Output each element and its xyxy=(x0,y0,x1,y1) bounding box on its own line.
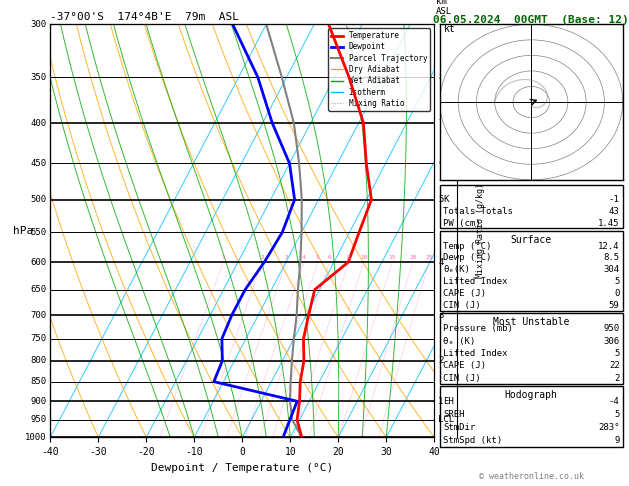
Legend: Temperature, Dewpoint, Parcel Trajectory, Dry Adiabat, Wet Adiabat, Isotherm, Mi: Temperature, Dewpoint, Parcel Trajectory… xyxy=(328,28,430,111)
Text: Lifted Index: Lifted Index xyxy=(443,349,508,358)
Text: hPa: hPa xyxy=(13,226,33,236)
Text: 950: 950 xyxy=(603,324,620,333)
Text: 1.45: 1.45 xyxy=(598,219,620,228)
Text: θₑ (K): θₑ (K) xyxy=(443,336,476,346)
Text: 4: 4 xyxy=(438,258,443,267)
Text: 3: 3 xyxy=(438,311,443,319)
Text: 12.4: 12.4 xyxy=(598,242,620,251)
Text: 7: 7 xyxy=(438,119,443,127)
Text: 2: 2 xyxy=(438,356,443,365)
Text: -4: -4 xyxy=(609,397,620,406)
Text: 5: 5 xyxy=(614,410,620,419)
Text: PW (cm): PW (cm) xyxy=(443,219,481,228)
Text: 1000: 1000 xyxy=(25,433,47,442)
Text: 6: 6 xyxy=(328,255,331,260)
Text: 1: 1 xyxy=(438,397,443,406)
Text: Dewp (°C): Dewp (°C) xyxy=(443,254,491,262)
Text: StmSpd (kt): StmSpd (kt) xyxy=(443,436,502,445)
Text: Hodograph: Hodograph xyxy=(505,390,558,400)
Text: 5: 5 xyxy=(614,278,620,286)
Text: 950: 950 xyxy=(30,416,47,424)
Text: 8: 8 xyxy=(438,73,443,82)
Text: EH: EH xyxy=(443,397,454,406)
Text: 650: 650 xyxy=(30,285,47,294)
Text: 9: 9 xyxy=(614,436,620,445)
Text: 1: 1 xyxy=(221,255,225,260)
Text: SREH: SREH xyxy=(443,410,465,419)
Text: Most Unstable: Most Unstable xyxy=(493,317,569,328)
Text: StmDir: StmDir xyxy=(443,423,476,432)
Text: 750: 750 xyxy=(30,334,47,343)
Text: 3: 3 xyxy=(284,255,288,260)
Text: 2: 2 xyxy=(614,374,620,382)
Text: Totals Totals: Totals Totals xyxy=(443,207,513,216)
Text: -1: -1 xyxy=(609,195,620,205)
Text: 600: 600 xyxy=(30,258,47,267)
Text: θₑ(K): θₑ(K) xyxy=(443,265,470,275)
Text: 700: 700 xyxy=(30,311,47,319)
Text: 5: 5 xyxy=(614,349,620,358)
Text: -37°00'S  174°4B'E  79m  ASL: -37°00'S 174°4B'E 79m ASL xyxy=(50,12,239,22)
Text: CAPE (J): CAPE (J) xyxy=(443,361,486,370)
Text: Surface: Surface xyxy=(511,235,552,245)
Text: 300: 300 xyxy=(30,20,47,29)
Text: 5: 5 xyxy=(438,195,443,204)
Text: Temp (°C): Temp (°C) xyxy=(443,242,491,251)
Text: 22: 22 xyxy=(609,361,620,370)
Text: CIN (J): CIN (J) xyxy=(443,301,481,310)
Text: 550: 550 xyxy=(30,228,47,237)
Text: 6: 6 xyxy=(438,159,443,168)
Text: 10: 10 xyxy=(360,255,367,260)
Text: kt: kt xyxy=(443,24,455,34)
Text: 0: 0 xyxy=(614,289,620,298)
Text: © weatheronline.co.uk: © weatheronline.co.uk xyxy=(479,472,584,481)
Text: Lifted Index: Lifted Index xyxy=(443,278,508,286)
Text: 350: 350 xyxy=(30,73,47,82)
Text: 283°: 283° xyxy=(598,423,620,432)
Text: 59: 59 xyxy=(609,301,620,310)
Text: 500: 500 xyxy=(30,195,47,204)
Text: 43: 43 xyxy=(609,207,620,216)
Text: K: K xyxy=(443,195,448,205)
Text: 850: 850 xyxy=(30,377,47,386)
Text: 8: 8 xyxy=(347,255,350,260)
Text: km
ASL: km ASL xyxy=(436,0,452,16)
Text: 900: 900 xyxy=(30,397,47,406)
Text: Mixing Ratio (g/kg): Mixing Ratio (g/kg) xyxy=(476,183,485,278)
Text: 800: 800 xyxy=(30,356,47,365)
X-axis label: Dewpoint / Temperature (°C): Dewpoint / Temperature (°C) xyxy=(151,463,333,473)
Text: CAPE (J): CAPE (J) xyxy=(443,289,486,298)
Text: CIN (J): CIN (J) xyxy=(443,374,481,382)
Text: 2: 2 xyxy=(260,255,264,260)
Text: Pressure (mb): Pressure (mb) xyxy=(443,324,513,333)
Text: 06.05.2024  00GMT  (Base: 12): 06.05.2024 00GMT (Base: 12) xyxy=(433,15,629,25)
Text: 400: 400 xyxy=(30,119,47,127)
Text: 306: 306 xyxy=(603,336,620,346)
Text: 304: 304 xyxy=(603,265,620,275)
Text: 25: 25 xyxy=(425,255,433,260)
Text: 450: 450 xyxy=(30,159,47,168)
Text: 5: 5 xyxy=(316,255,320,260)
Text: 15: 15 xyxy=(388,255,396,260)
Text: 8.5: 8.5 xyxy=(603,254,620,262)
Text: 4: 4 xyxy=(302,255,306,260)
Text: LCL: LCL xyxy=(438,416,454,424)
Text: 20: 20 xyxy=(409,255,416,260)
